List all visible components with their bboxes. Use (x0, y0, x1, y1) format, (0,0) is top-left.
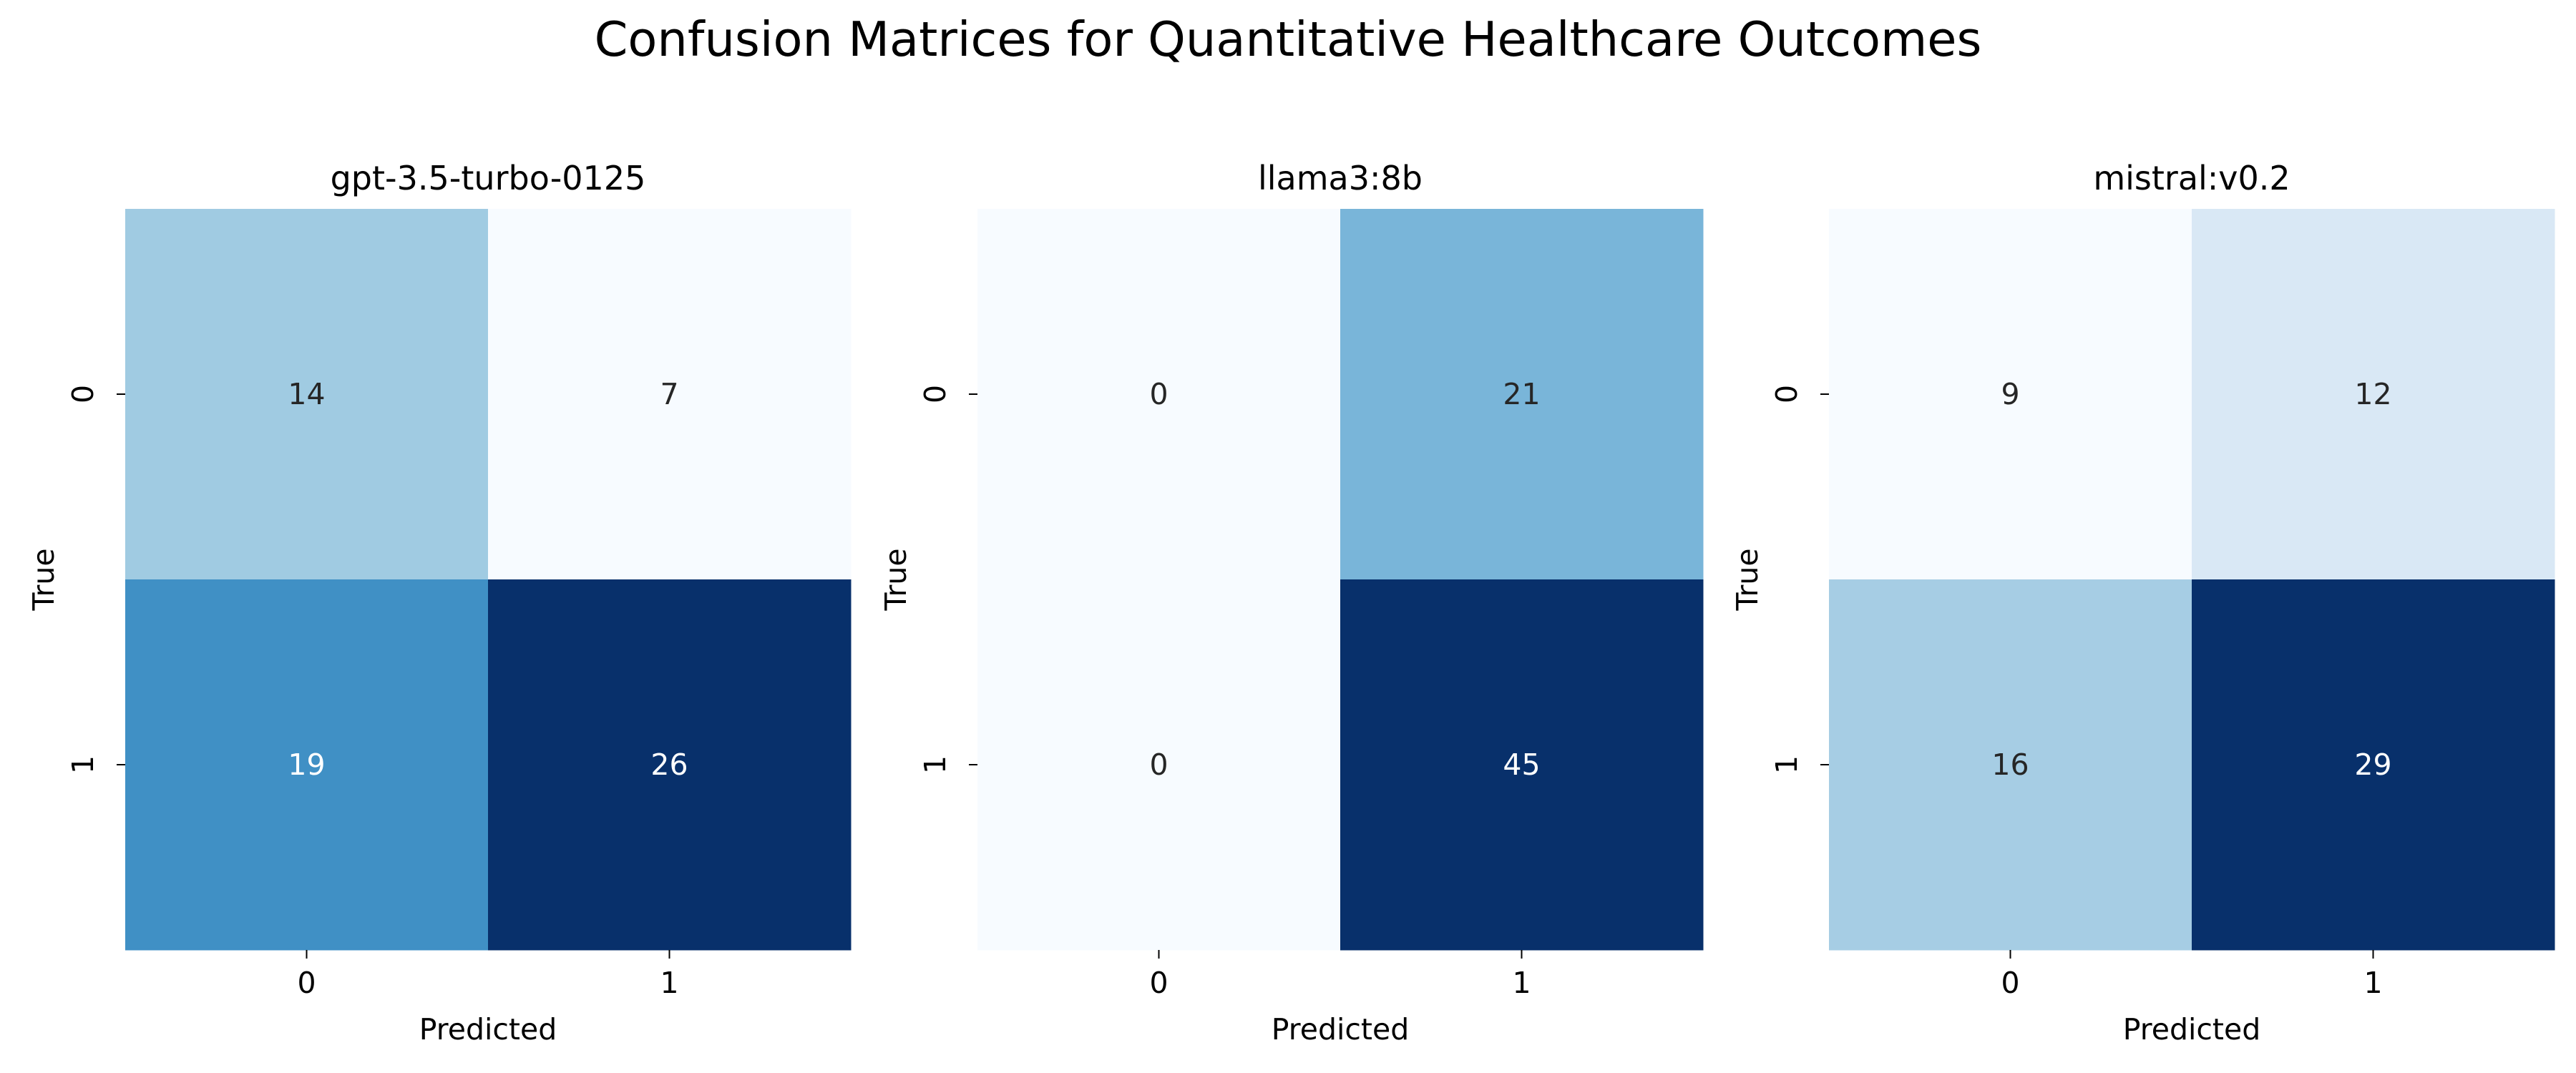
x-axis-label: Predicted (2123, 1012, 2260, 1047)
cell-value-label: 29 (2354, 748, 2391, 782)
cell-value-label: 19 (288, 748, 325, 782)
cell-value-label: 21 (1503, 377, 1540, 411)
y-axis-label: True (26, 548, 61, 611)
x-tick-label: 1 (1512, 966, 1531, 1000)
y-tick-label: 0 (1770, 385, 1804, 403)
y-tick-label: 1 (66, 755, 100, 774)
cell-value-label: 9 (2001, 377, 2019, 411)
panel-title: gpt-3.5-turbo-0125 (331, 159, 646, 197)
x-axis-label: Predicted (419, 1012, 557, 1047)
panel-title: mistral:v0.2 (2093, 159, 2290, 197)
x-axis-label: Predicted (1272, 1012, 1409, 1047)
y-axis-label: True (879, 548, 913, 611)
heatmap-cell (125, 579, 489, 951)
cell-value-label: 45 (1503, 748, 1540, 782)
x-tick-label: 1 (2363, 966, 2382, 1000)
x-tick-label: 0 (1149, 966, 1168, 1000)
cell-value-label: 0 (1149, 377, 1168, 411)
cell-value-label: 0 (1149, 748, 1168, 782)
heatmap-cell (488, 579, 852, 951)
figure-title: Confusion Matrices for Quantitative Heal… (595, 11, 1982, 67)
cell-value-label: 14 (288, 377, 325, 411)
y-axis-label: True (1730, 548, 1765, 611)
x-tick-label: 0 (297, 966, 316, 1000)
heatmap-cell (977, 579, 1341, 951)
heatmap-cell (488, 209, 852, 580)
x-tick-label: 1 (660, 966, 678, 1000)
heatmap-cell (1340, 579, 1704, 951)
cell-value-label: 16 (1991, 748, 2029, 782)
x-tick-label: 0 (2001, 966, 2019, 1000)
heatmap-panel-1: gpt-3.5-turbo-0125 14 7 19 26 0 1 0 1 Predicted Tr… (26, 159, 852, 1047)
y-tick-label: 0 (66, 385, 100, 403)
cell-value-label: 26 (650, 748, 688, 782)
heatmap-cell (977, 209, 1341, 580)
heatmap-cell (1829, 209, 2192, 580)
cell-value-label: 7 (660, 377, 678, 411)
cell-value-label: 12 (2354, 377, 2391, 411)
heatmap-cell (2192, 579, 2555, 951)
heatmap-cell (1829, 579, 2192, 951)
y-tick-label: 1 (918, 755, 952, 774)
heatmap-panel-2: llama3:8b 0 21 0 45 0 1 0 1 Predicted True (879, 159, 1704, 1047)
panel-title: llama3:8b (1258, 159, 1423, 197)
heatmap-cell (2192, 209, 2555, 580)
y-tick-label: 1 (1770, 755, 1804, 774)
y-tick-label: 0 (918, 385, 952, 403)
heatmap-cell (125, 209, 489, 580)
heatmap-panel-3: mistral:v0.2 9 12 16 29 0 1 0 1 Predicted True (1730, 159, 2555, 1047)
heatmap-cell (1340, 209, 1704, 580)
